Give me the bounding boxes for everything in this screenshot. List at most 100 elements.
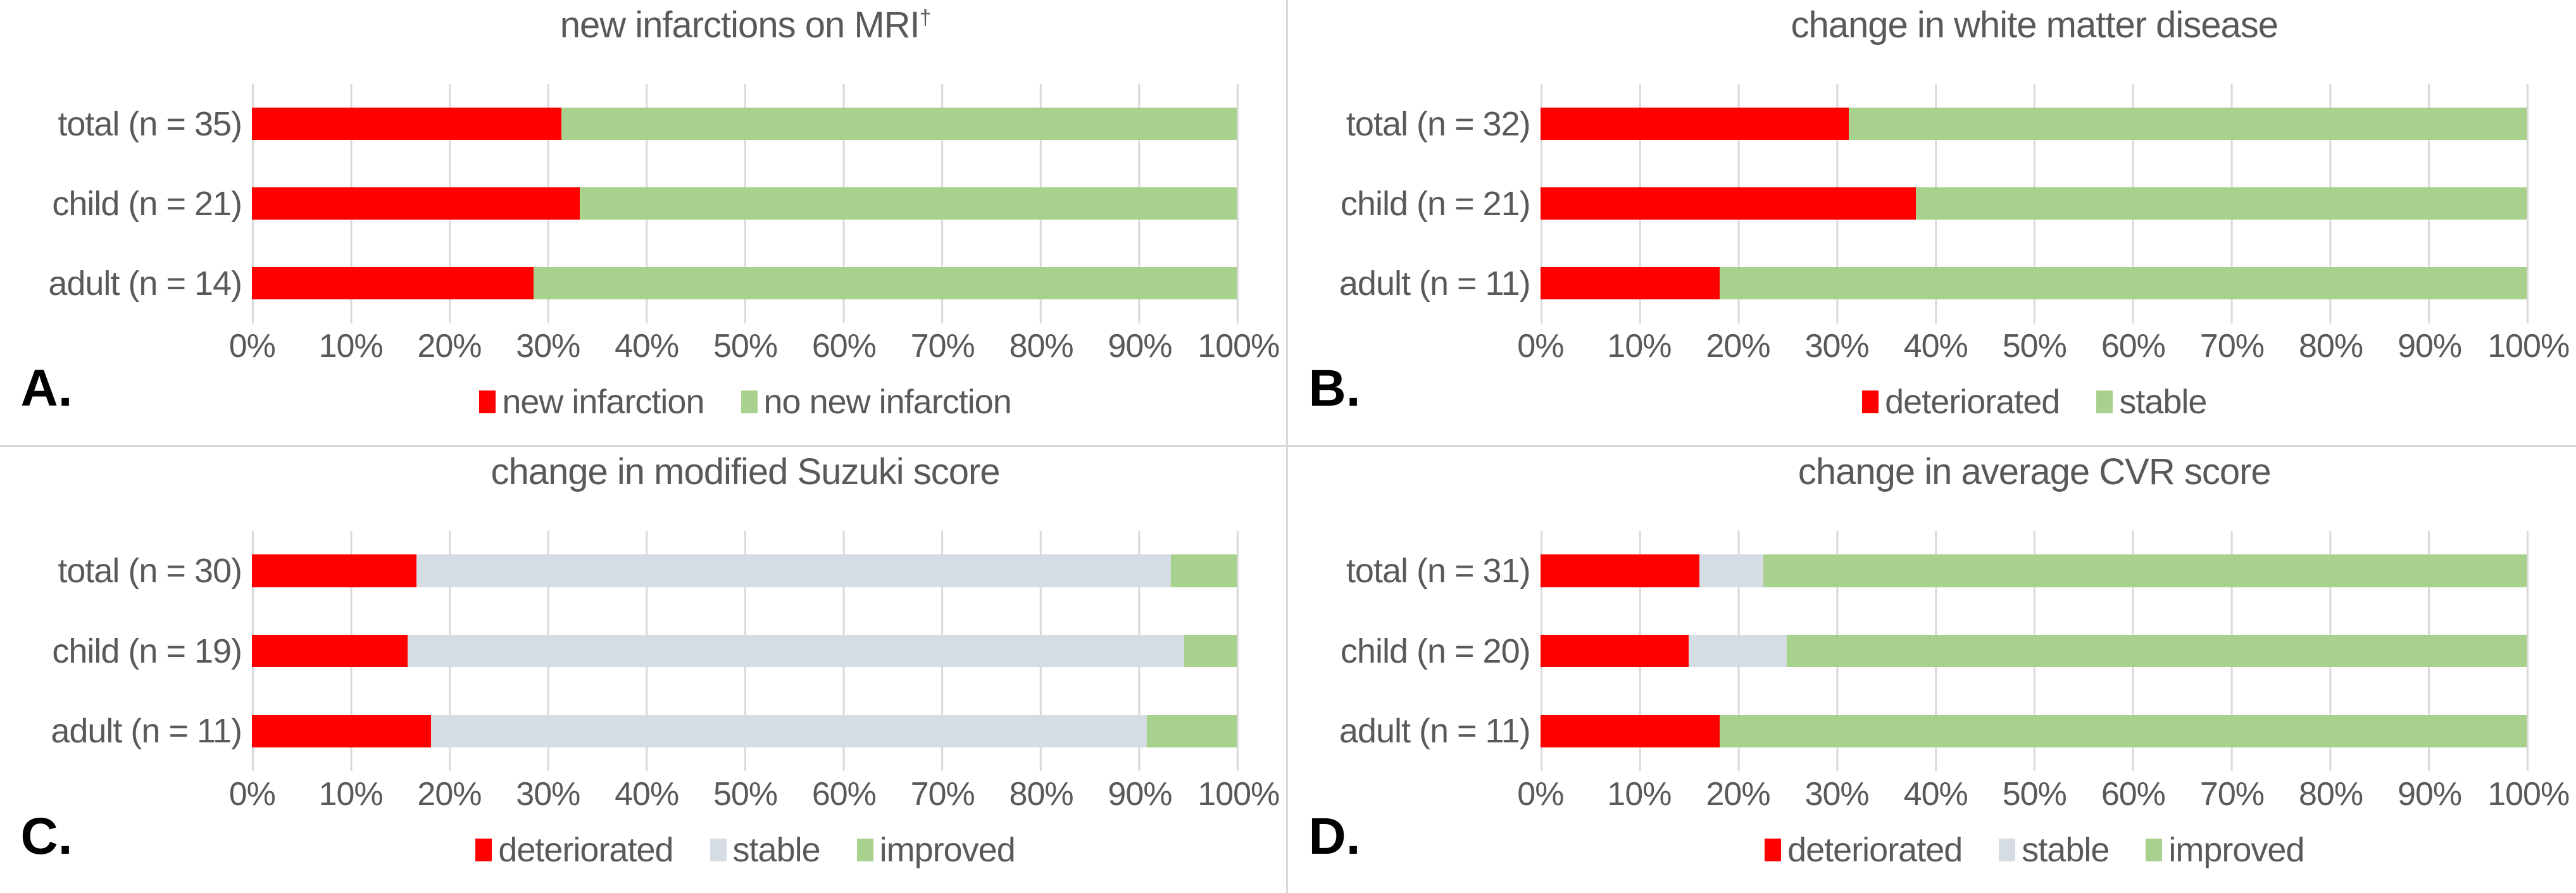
legend-label: improved [2168, 831, 2304, 870]
x-tick-label: 30% [1804, 775, 1870, 813]
x-tick-label: 40% [615, 775, 679, 813]
chart-title-superscript: † [919, 6, 932, 30]
x-tick-label: 10% [1607, 328, 1672, 365]
x-tick-label: 10% [318, 328, 384, 365]
legend-item-stable: stable [2096, 382, 2207, 422]
bar-segment-improved [1170, 554, 1237, 587]
x-tick-label: 0% [228, 328, 276, 365]
bar-segment-new-infarction [252, 267, 534, 300]
plot-area [252, 530, 1239, 771]
bar-segment-no-new-infarction [561, 108, 1237, 141]
stacked-bar [1540, 267, 2527, 300]
chart-title-text: new infarctions on MRI [560, 4, 920, 46]
plot-area [1540, 84, 2529, 323]
category-label: child (n = 21) [52, 184, 242, 223]
category-label: total (n = 30) [58, 552, 242, 590]
bar-row-adult [252, 244, 1237, 323]
bar-row-total [252, 84, 1237, 164]
legend-item-deteriorated: deteriorated [475, 830, 674, 870]
x-tick-label: 50% [2002, 328, 2067, 365]
x-tick-label: 50% [713, 775, 778, 813]
panel-letter: A. [20, 359, 73, 418]
x-tick-label: 80% [1009, 775, 1074, 813]
bar-segment-deteriorated [1540, 715, 1720, 747]
bar-segment-no-new-infarction [580, 187, 1237, 220]
bar-segment-improved [1763, 554, 2527, 587]
bar-segment-deteriorated [1540, 267, 1720, 300]
x-tick-label: 70% [910, 328, 975, 365]
x-axis: 0% 10% 20% 30% 40% 50% 60% 70% 80% 90% 100% [1517, 775, 2570, 815]
category-label: adult (n = 14) [48, 264, 242, 303]
legend: new infarction no new infarction [252, 382, 1239, 422]
bar-row-total [1540, 84, 2527, 164]
bar-row-child [252, 164, 1237, 244]
stacked-bar [252, 267, 1237, 300]
legend-item-no-new-infarction: no new infarction [741, 382, 1012, 422]
category-label: child (n = 20) [1340, 632, 1531, 670]
legend-marker-improved [856, 839, 873, 862]
category-label: adult (n = 11) [1339, 264, 1531, 303]
stacked-bar [252, 187, 1237, 220]
x-tick-label: 70% [2199, 775, 2265, 813]
legend-item-new-infarction: new infarction [479, 382, 705, 422]
x-tick-label: 0% [1517, 328, 1564, 365]
x-tick-label: 40% [1903, 775, 1968, 813]
x-tick-label: 70% [910, 775, 975, 813]
x-tick-label: 90% [2398, 328, 2462, 365]
category-label: total (n = 35) [58, 104, 242, 143]
bar-row-total [1540, 531, 2527, 611]
legend-item-stable: stable [710, 830, 821, 870]
chart-panel-B: change in white matter disease total (n … [1288, 0, 2576, 447]
chart-panel-D: change in average CVR score total (n = 3… [1288, 446, 2576, 893]
legend-item-deteriorated: deteriorated [1765, 830, 1963, 870]
category-label: adult (n = 11) [51, 712, 242, 751]
stacked-bar [252, 108, 1237, 141]
bar-row-adult [1540, 691, 2527, 771]
legend-marker-no-new-infarction [741, 390, 758, 414]
x-axis: 0% 10% 20% 30% 40% 50% 60% 70% 80% 90% 100% [229, 775, 1280, 815]
x-axis: 0% 10% 20% 30% 40% 50% 60% 70% 80% 90% 100% [229, 327, 1280, 367]
x-tick-label: 40% [1903, 328, 1968, 365]
bar-segment-stable [1916, 187, 2527, 220]
legend-label: stable [2022, 831, 2110, 870]
bar-segment-deteriorated [252, 554, 417, 587]
legend-marker-deteriorated [475, 839, 492, 862]
x-tick-label: 80% [2298, 775, 2363, 813]
bar-segment-new-infarction [252, 187, 580, 220]
bar-segment-stable [408, 634, 1185, 668]
bar-segment-improved [1184, 634, 1237, 668]
x-axis: 0% 10% 20% 30% 40% 50% 60% 70% 80% 90% 100% [1517, 327, 2570, 367]
x-tick-label: 10% [1607, 775, 1672, 813]
bar-segment-deteriorated [252, 634, 408, 668]
category-label: adult (n = 11) [1339, 712, 1531, 751]
legend-marker-deteriorated [1862, 390, 1879, 414]
chart-title: new infarctions on MRI† [252, 4, 1239, 46]
x-tick-label: 90% [1108, 775, 1172, 813]
legend-marker-deteriorated [1765, 839, 1782, 862]
x-tick-label: 100% [1197, 328, 1280, 365]
bar-segment-stable [431, 715, 1147, 747]
legend-label: stable [2119, 383, 2207, 422]
x-tick-label: 90% [1108, 328, 1172, 365]
x-tick-label: 20% [1706, 775, 1770, 813]
chart-title: change in modified Suzuki score [252, 451, 1239, 493]
stacked-bar [252, 554, 1237, 587]
chart-panel-C: change in modified Suzuki score total (n… [0, 446, 1288, 893]
x-tick-label: 30% [516, 328, 580, 365]
stacked-bar [1540, 715, 2527, 747]
x-tick-label: 20% [417, 328, 482, 365]
bar-segment-deteriorated [1540, 634, 1689, 668]
bar-segment-stable [1720, 267, 2527, 300]
legend-marker-stable [710, 839, 727, 862]
x-tick-label: 60% [811, 328, 877, 365]
legend-label: improved [879, 831, 1016, 870]
panel-letter: B. [1308, 359, 1361, 418]
legend-label: no new infarction [763, 383, 1012, 422]
chart-title: change in white matter disease [1541, 4, 2529, 46]
chart-title: change in average CVR score [1541, 451, 2529, 493]
chart-title-text: change in white matter disease [1791, 4, 2279, 46]
bar-segment-stable [1849, 108, 2527, 141]
x-tick-label: 50% [713, 328, 778, 365]
x-tick-label: 100% [2487, 775, 2570, 813]
